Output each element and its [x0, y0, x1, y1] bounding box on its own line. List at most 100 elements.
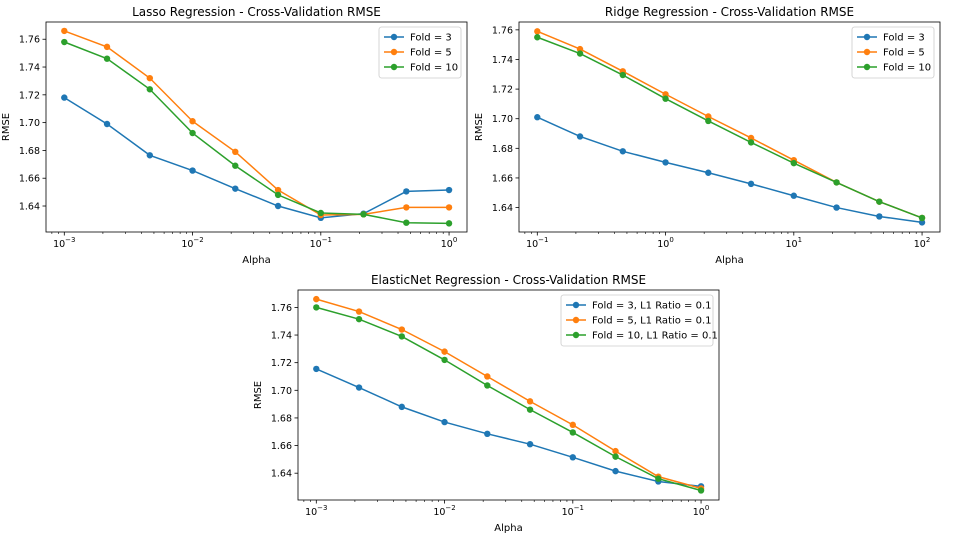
data-point: [355, 384, 363, 391]
x-tick-exponent: −2: [193, 236, 203, 244]
data-point: [317, 209, 325, 217]
data-point: [445, 220, 453, 227]
data-point: [441, 418, 448, 426]
data-point: [189, 118, 196, 125]
legend-label: Fold = 3, L1 Ratio = 0.1: [592, 301, 712, 312]
data-point: [576, 45, 584, 53]
x-tick-base: 10: [693, 507, 705, 518]
data-point: [61, 38, 68, 46]
legend-marker: [390, 33, 398, 41]
data-point: [484, 373, 491, 380]
legend-marker: [863, 48, 871, 56]
series-1: [534, 114, 926, 226]
data-point: [655, 475, 662, 482]
data-point: [612, 467, 619, 475]
x-tick-exponent: 2: [926, 236, 930, 244]
chart-2: Ridge Regression - Cross-Validation RMSE…: [474, 5, 941, 266]
data-point: [484, 382, 491, 389]
data-point: [526, 398, 534, 405]
data-point: [619, 71, 627, 79]
chart-title: Ridge Regression - Cross-Validation RMSE: [605, 5, 854, 19]
y-tick-label: 1.70: [271, 386, 292, 397]
data-point: [403, 204, 410, 211]
x-tick-label: 10−2: [433, 504, 455, 518]
data-point: [534, 34, 541, 41]
data-point: [355, 308, 363, 315]
y-tick-label: 1.74: [492, 55, 513, 66]
x-tick-base: 10: [786, 239, 798, 250]
x-tick-base: 10: [657, 239, 669, 250]
y-tick-label: 1.72: [492, 85, 513, 96]
series-2: [61, 27, 453, 219]
data-point: [189, 167, 196, 174]
series-line: [316, 298, 702, 490]
data-point: [313, 365, 320, 373]
data-point: [232, 162, 239, 169]
legend: Fold = 3 Fold = 5 Fold = 10: [378, 26, 462, 79]
data-point: [403, 219, 410, 226]
data-point: [697, 487, 705, 494]
x-tick-exponent: −1: [538, 236, 548, 244]
data-point: [232, 148, 239, 156]
data-point: [313, 304, 320, 311]
x-axis-label: Alpha: [494, 523, 522, 534]
series-1: [313, 365, 705, 490]
data-point: [146, 86, 154, 93]
data-point: [313, 295, 320, 303]
x-tick-base: 10: [526, 239, 538, 250]
legend-label: Fold = 5, L1 Ratio = 0.1: [592, 316, 712, 327]
x-tick-base: 10: [181, 239, 193, 250]
y-tick-label: 1.76: [492, 25, 513, 36]
data-point: [484, 430, 491, 438]
series-line: [64, 41, 450, 225]
data-point: [747, 139, 755, 146]
data-point: [526, 406, 534, 413]
data-point: [569, 429, 577, 436]
legend-marker: [390, 48, 398, 56]
x-tick-base: 10: [441, 239, 453, 250]
series-line: [537, 36, 923, 219]
legend: Fold = 3 Fold = 5 Fold = 10: [851, 26, 935, 79]
x-tick-label: 10−1: [562, 504, 584, 518]
x-tick-base: 10: [53, 239, 65, 250]
series-line: [316, 368, 702, 488]
y-tick-label: 1.76: [19, 35, 40, 46]
series-3: [61, 38, 453, 227]
x-axis-label: Alpha: [715, 255, 743, 266]
x-tick-label: 100: [693, 504, 710, 518]
series-line: [536, 116, 923, 224]
data-point: [189, 129, 196, 137]
data-point: [534, 28, 541, 35]
legend-label: Fold = 3: [410, 33, 452, 44]
legend-marker: [572, 331, 580, 339]
legend-marker: [572, 316, 580, 324]
legend-label: Fold = 10, L1 Ratio = 0.1: [592, 331, 718, 342]
legend-marker: [390, 63, 398, 71]
data-point: [576, 50, 584, 57]
data-point: [612, 447, 619, 455]
x-tick-label: 10−3: [305, 504, 327, 518]
data-point: [274, 186, 282, 194]
y-axis-label: RMSE: [1, 113, 12, 141]
y-tick-label: 1.66: [492, 173, 513, 184]
axes-frame: [518, 21, 941, 233]
legend-label: Fold = 5: [883, 48, 925, 59]
data-point: [662, 159, 669, 166]
y-tick-label: 1.64: [271, 469, 292, 480]
axes-frame: [45, 21, 468, 233]
data-point: [403, 188, 410, 195]
legend-box: [851, 26, 935, 79]
data-point: [833, 204, 840, 211]
y-tick-label: 1.70: [19, 118, 40, 129]
legend-marker: [863, 33, 871, 41]
y-tick-label: 1.74: [271, 331, 292, 342]
y-tick-label: 1.72: [271, 358, 292, 369]
x-tick-label: 10−1: [310, 236, 332, 250]
data-point: [534, 114, 541, 121]
data-point: [398, 333, 406, 340]
data-point: [790, 192, 798, 199]
y-tick-label: 1.72: [19, 90, 40, 101]
y-tick-label: 1.76: [271, 303, 292, 314]
y-tick-label: 1.64: [492, 203, 513, 214]
